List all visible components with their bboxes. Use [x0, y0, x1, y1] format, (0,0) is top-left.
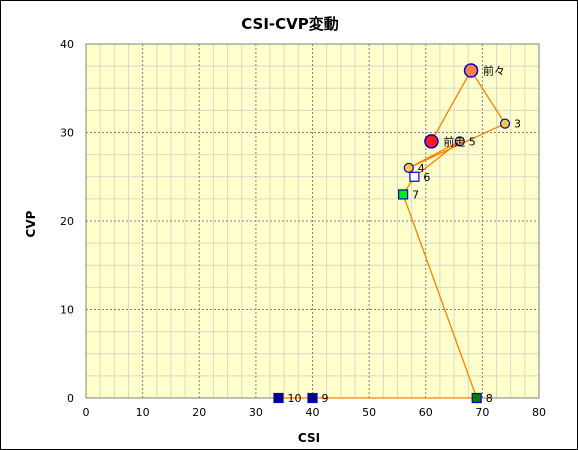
data-point-label: 6	[423, 171, 430, 184]
data-points	[273, 63, 511, 404]
data-point-marker	[409, 171, 420, 182]
y-tick-label: 30	[60, 127, 74, 140]
x-tick-label: 20	[192, 406, 206, 419]
data-point-marker	[454, 136, 465, 147]
grid-lines	[85, 43, 540, 399]
series-path	[278, 69, 506, 399]
data-point-label: 7	[412, 188, 419, 201]
x-tick-label: 50	[362, 406, 376, 419]
chart-title: CSI-CVP変動	[241, 15, 339, 33]
y-tick-label: 40	[60, 38, 74, 51]
data-point-label: 前々	[483, 64, 505, 78]
x-axis-title: CSI	[298, 431, 320, 445]
data-point-label: 10	[288, 392, 302, 405]
y-tick-label: 0	[67, 392, 74, 405]
data-point-marker	[463, 63, 479, 78]
data-point-label: 5	[469, 135, 476, 148]
x-tick-label: 70	[475, 406, 489, 419]
x-tick-label: 80	[532, 406, 546, 419]
data-point-label: 9	[322, 392, 329, 405]
data-point-marker	[273, 392, 284, 404]
data-point-marker	[398, 189, 409, 200]
data-point-marker	[307, 392, 318, 404]
x-tick-label: 10	[136, 406, 150, 419]
x-tick-label: 30	[249, 406, 263, 419]
tick-labels: 0 10 20 30 40 50 60 70 80 0 10 20 30 40	[60, 38, 546, 419]
data-point-label: 前走	[443, 134, 465, 148]
y-axis-title: CVP	[24, 210, 38, 237]
data-point-label: 4	[418, 162, 425, 175]
x-tick-label: 60	[419, 406, 433, 419]
data-point-marker	[471, 392, 482, 404]
data-point-marker	[499, 118, 511, 129]
data-point-marker	[424, 134, 439, 149]
x-tick-label: 0	[83, 406, 90, 419]
series-line	[278, 69, 506, 399]
data-point-label: 3	[514, 118, 521, 131]
y-tick-label: 10	[60, 304, 74, 317]
data-point-marker	[403, 162, 414, 173]
x-tick-label: 40	[306, 406, 320, 419]
data-point-label: 8	[486, 392, 493, 405]
point-labels: 前走 前々 3 4 5 67 8 9 10	[288, 64, 522, 405]
y-tick-label: 20	[60, 215, 74, 228]
